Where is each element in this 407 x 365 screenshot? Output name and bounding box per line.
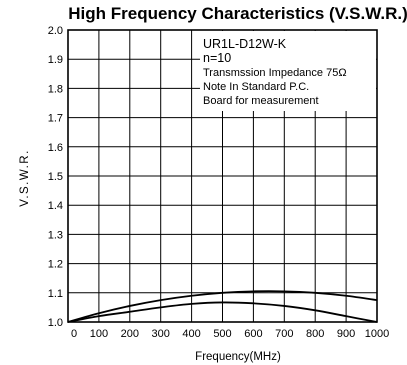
y-tick-label: 2.0 <box>48 25 63 37</box>
x-tick-label: 0 <box>71 328 77 340</box>
x-tick-label: 400 <box>182 328 200 340</box>
y-tick-label: 1.6 <box>48 142 63 154</box>
series-line-2 <box>67 301 378 323</box>
y-tick-label: 1.2 <box>48 259 63 271</box>
y-tick-label: 1.8 <box>48 83 63 95</box>
annotation-line: n=10 <box>203 51 231 65</box>
y-tick-label: 1.7 <box>48 113 63 125</box>
y-tick-label: 1.1 <box>48 288 63 300</box>
x-tick-label: 700 <box>275 328 293 340</box>
y-tick-label: 1.0 <box>48 317 63 329</box>
x-tick-label: 600 <box>244 328 262 340</box>
y-tick-label: 1.5 <box>48 171 63 183</box>
x-tick-label: 300 <box>152 328 170 340</box>
x-axis-label: Frequency(MHz) <box>195 351 281 363</box>
series-line-1 <box>67 290 378 323</box>
x-tick-label: 200 <box>121 328 139 340</box>
y-tick-label: 1.9 <box>48 54 63 66</box>
x-tick-label: 800 <box>306 328 324 340</box>
x-tick-label: 500 <box>213 328 231 340</box>
x-tick-label: 900 <box>337 328 355 340</box>
x-tick-label: 100 <box>90 328 108 340</box>
y-axis-label: V.S.W.R. <box>19 149 31 207</box>
chart-title: High Frequency Characteristics (V.S.W.R.… <box>68 4 407 23</box>
y-tick-label: 1.3 <box>48 229 63 241</box>
annotation-line: Note In Standard P.C. <box>203 81 309 93</box>
plot-frame <box>67 29 378 323</box>
annotation-block: UR1L-D12W-Kn=10 Transmssion Impedance 75Ω… <box>200 31 376 111</box>
series-layer <box>67 290 378 323</box>
annotation-line: UR1L-D12W-K <box>203 37 287 51</box>
annotation-line: Transmssion Impedance 75Ω <box>203 67 347 79</box>
y-tick-labels: 1.0 1.1 1.2 1.3 1.4 1.5 1.6 1.7 1.8 1.9 2.0 <box>48 25 63 329</box>
annotation-background <box>200 31 376 111</box>
x-tick-labels: 0 100 200 300 400 500 600 700 800 900 1000 <box>71 328 389 340</box>
y-tick-label: 1.4 <box>48 200 63 212</box>
x-tick-label: 1000 <box>365 328 389 340</box>
annotation-line: Board for measurement <box>203 95 319 107</box>
